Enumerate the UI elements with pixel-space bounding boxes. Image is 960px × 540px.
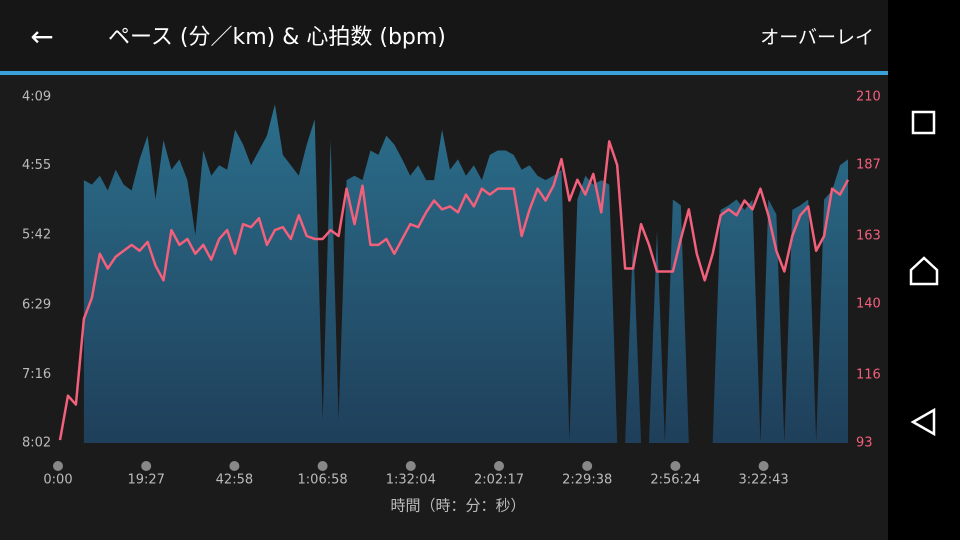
x-tick-label: 2:29:38: [562, 473, 612, 488]
overlay-button[interactable]: オーバーレイ: [760, 27, 874, 49]
y2-tick-label: 116: [856, 367, 881, 382]
x-tick-dot: [141, 461, 152, 471]
y-tick-label: 5:42: [22, 228, 51, 243]
y-tick-label: 7:16: [22, 367, 51, 382]
x-tick-label: 0:00: [43, 473, 72, 488]
x-tick-label: 2:56:24: [650, 473, 700, 488]
pace-area: [83, 104, 848, 443]
app-bar: [0, 0, 888, 72]
x-tick-label: 1:06:58: [298, 473, 348, 488]
x-tick-label: 42:58: [216, 473, 253, 488]
back-button[interactable]: ←: [30, 20, 53, 53]
y-tick-label: 4:55: [22, 158, 51, 173]
screen-title: ペース (分／km) & 心拍数 (bpm): [108, 25, 446, 50]
x-tick-label: 2:02:17: [474, 473, 524, 488]
app-bar-divider: [0, 71, 888, 75]
y2-tick-label: 163: [856, 228, 881, 243]
x-tick-label: 3:22:43: [739, 473, 789, 488]
x-tick-dot: [670, 461, 681, 471]
x-tick-dot: [317, 461, 328, 471]
y-tick-label: 4:09: [22, 90, 51, 105]
y2-tick-label: 210: [856, 90, 881, 105]
heart-rate-line: [58, 140, 850, 441]
nav-bar: [888, 0, 960, 540]
x-tick-dot: [53, 461, 63, 471]
x-tick-label: 1:32:04: [386, 473, 436, 488]
x-axis-label: 時間（時：分：秒）: [390, 497, 525, 515]
x-tick-dot: [494, 461, 504, 471]
y2-tick-label: 140: [856, 297, 881, 312]
home-button[interactable]: [909, 256, 939, 286]
y2-tick-label: 187: [856, 158, 881, 173]
x-tick-dot: [582, 461, 593, 471]
recents-button[interactable]: [911, 110, 936, 135]
y-tick-label: 6:29: [22, 297, 51, 312]
x-tick-label: 19:27: [127, 473, 164, 488]
chart: 4:09 4:55 5:42 6:29 7:16 8:02 93 116 140 163 187 21…: [22, 90, 881, 515]
x-tick-dot: [758, 461, 769, 471]
y-tick-label: 8:02: [22, 436, 51, 451]
y2-tick-label: 93: [856, 436, 873, 451]
x-tick-dot: [405, 461, 416, 471]
back-nav-button[interactable]: [910, 407, 936, 437]
x-tick-dot: [229, 461, 240, 471]
